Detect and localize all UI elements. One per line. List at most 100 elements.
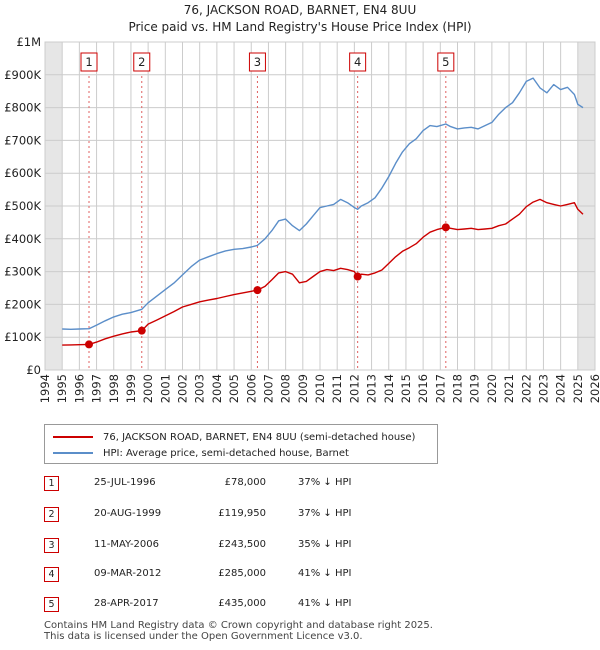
x-tick-label: 1997 [90, 374, 104, 403]
y-tick-label: £500K [4, 199, 41, 213]
y-axis: £0 £100K £200K £300K £400K £500K £600K £700K £80… [4, 35, 41, 377]
price-chart: 76, JACKSON ROAD, BARNET, EN4 8UU Price … [4, 3, 600, 403]
sale-point [441, 223, 450, 232]
x-tick-label: 1999 [124, 374, 138, 403]
x-tick-label: 2009 [296, 374, 310, 403]
x-tick-label: 1995 [55, 374, 69, 403]
footer-credits: Contains HM Land Registry data © Crown c… [44, 620, 433, 642]
x-tick-label: 2007 [261, 374, 275, 403]
sale-date: 28-APR-2017 [94, 598, 159, 609]
x-tick-label: 2006 [244, 374, 258, 403]
series-lines [62, 77, 584, 346]
sale-label-box [437, 52, 455, 72]
x-tick-label: 2019 [468, 374, 482, 403]
x-axis: 1994 1995 1996 1997 1998 1999 2000 2001 2002 2003… [38, 374, 600, 403]
sale-date: 25-JUL-1996 [94, 477, 156, 488]
y-tick-label: £800K [4, 101, 41, 115]
x-tick-label: 2022 [519, 374, 533, 403]
x-tick-label: 2005 [227, 374, 241, 403]
sale-point [85, 340, 93, 349]
footer-line-copyright: Contains HM Land Registry data © Crown c… [44, 620, 433, 631]
x-tick-label: 2024 [554, 374, 568, 403]
x-tick-label: 2010 [313, 374, 327, 403]
x-tick-label: 2026 [588, 374, 600, 403]
x-tick-label: 2014 [382, 374, 396, 403]
sale-label-number: 2 [138, 55, 145, 69]
x-tick-label: 2003 [193, 374, 207, 403]
x-tick-label: 2002 [176, 374, 190, 403]
y-tick-label: £200K [4, 297, 41, 311]
sale-number-badge: 3 [44, 538, 59, 553]
property-price-line [62, 198, 584, 346]
legend-label-hpi: HPI: Average price, semi-detached house,… [103, 447, 349, 459]
x-tick-label: 2011 [330, 374, 344, 403]
sale-label-box [349, 52, 367, 72]
x-tick-label: 2004 [210, 374, 224, 403]
legend-item-hpi: HPI: Average price, semi-detached house,… [53, 446, 349, 460]
x-tick-label: 2020 [485, 374, 499, 403]
x-tick-label: 2001 [158, 374, 172, 403]
sale-label-box [133, 52, 151, 72]
sale-price: £78,000 [224, 477, 266, 488]
x-tick-label: 2008 [279, 374, 293, 403]
sale-point [353, 272, 362, 281]
footer-line-licence: This data is licensed under the Open Gov… [44, 631, 363, 642]
sale-date: 20-AUG-1999 [94, 508, 162, 519]
sale-label-number: 3 [254, 55, 261, 69]
sale-number-badge: 2 [44, 507, 59, 522]
sale-hpi-diff: 37% ↓ HPI [298, 477, 352, 488]
sale-label-number: 1 [85, 55, 92, 69]
sale-hpi-diff: 35% ↓ HPI [298, 539, 352, 550]
legend-item-property: 76, JACKSON ROAD, BARNET, EN4 8UU (semi-… [53, 430, 415, 444]
sale-number-badge: 1 [44, 476, 59, 491]
y-tick-label: £400K [4, 232, 41, 246]
plot-frame [44, 41, 596, 371]
x-tick-label: 2023 [536, 374, 550, 403]
x-tick-label: 1994 [38, 374, 52, 403]
sale-price: £119,950 [218, 508, 266, 519]
x-tick-label: 2025 [571, 374, 585, 403]
y-tick-label: £1M [16, 35, 41, 49]
x-tick-label: 2012 [347, 374, 361, 403]
sale-hpi-diff: 41% ↓ HPI [298, 598, 352, 609]
x-tick-label: 1998 [107, 374, 121, 403]
x-tick-label: 2017 [433, 374, 447, 403]
y-tick-label: £100K [4, 330, 41, 344]
legend: 76, JACKSON ROAD, BARNET, EN4 8UU (semi-… [44, 424, 438, 464]
sale-label-box [248, 52, 266, 72]
x-tick-label: 2013 [365, 374, 379, 403]
table-row: 1 25-JUL-1996 £78,000 37% ↓ HPI [44, 476, 464, 492]
sale-number-badge: 4 [44, 567, 59, 582]
legend-swatch-property [53, 436, 93, 438]
chart-subtitle: Price paid vs. HM Land Registry's House … [128, 20, 471, 34]
sale-marker-lines [88, 76, 447, 370]
sale-point [253, 286, 262, 295]
sale-price: £435,000 [218, 598, 266, 609]
sale-label-box [80, 52, 98, 72]
sale-hpi-diff: 41% ↓ HPI [298, 568, 352, 579]
x-tick-label: 2018 [451, 374, 465, 403]
y-tick-label: £600K [4, 166, 41, 180]
y-tick-label: £900K [4, 68, 41, 82]
y-tick-label: £0 [26, 363, 41, 377]
legend-swatch-hpi [53, 452, 93, 454]
table-row: 2 20-AUG-1999 £119,950 37% ↓ HPI [44, 507, 464, 523]
x-tick-label: 2000 [141, 374, 155, 403]
table-row: 3 11-MAY-2006 £243,500 35% ↓ HPI [44, 538, 464, 554]
sale-date: 11-MAY-2006 [94, 539, 160, 550]
table-row: 5 28-APR-2017 £435,000 41% ↓ HPI [44, 597, 464, 613]
sale-number-badge: 5 [44, 597, 59, 612]
sale-point [137, 326, 146, 335]
x-tick-label: 2021 [502, 374, 516, 403]
sale-label-number: 4 [354, 55, 361, 69]
sale-hpi-diff: 37% ↓ HPI [298, 508, 352, 519]
legend-label-property: 76, JACKSON ROAD, BARNET, EN4 8UU (semi-… [103, 431, 416, 443]
sale-points [85, 223, 450, 349]
sale-label-number: 5 [442, 55, 449, 69]
sale-price: £285,000 [218, 568, 266, 579]
sale-date: 09-MAR-2012 [94, 568, 162, 579]
hpi-line [62, 77, 584, 330]
y-tick-label: £300K [4, 265, 41, 279]
x-tick-label: 2016 [416, 374, 430, 403]
table-row: 4 09-MAR-2012 £285,000 41% ↓ HPI [44, 567, 464, 583]
